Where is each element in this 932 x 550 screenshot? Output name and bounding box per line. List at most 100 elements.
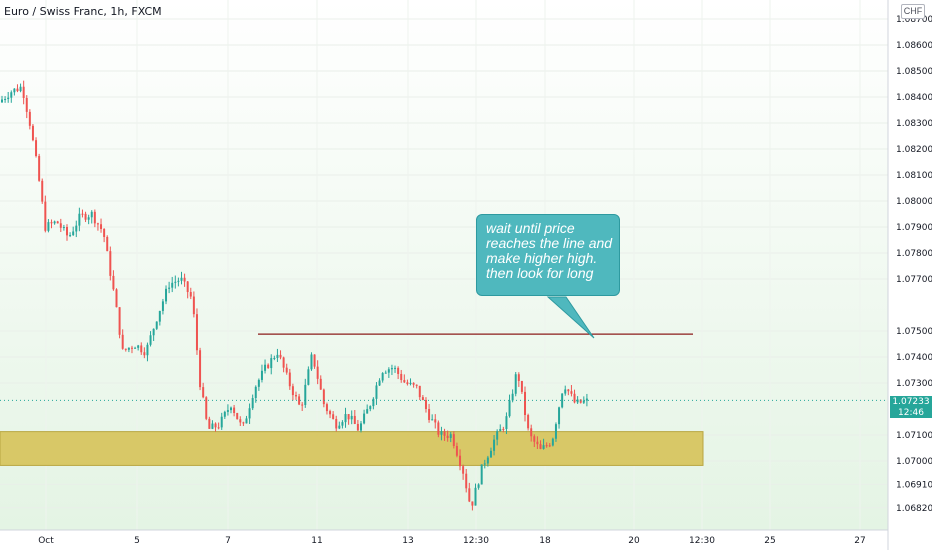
candle-body [183, 277, 186, 282]
candle-body [239, 419, 242, 423]
candle-body [390, 368, 393, 370]
candle-body [372, 398, 375, 407]
candle-body [325, 404, 328, 412]
candle-body [570, 391, 573, 394]
candle-body [28, 111, 31, 126]
candle-body [539, 444, 542, 449]
candle-body [152, 328, 155, 336]
candle-body [165, 288, 168, 302]
candle-body [489, 450, 492, 458]
candle-body [378, 380, 381, 386]
last-price: 1.07233 [892, 397, 930, 407]
candle-body [369, 406, 372, 410]
candle-body [81, 213, 84, 215]
y-tick-label: 1.07100 [896, 431, 932, 441]
candle-body [536, 441, 539, 445]
candle-body [356, 423, 359, 431]
candle-body [310, 354, 313, 370]
candle-body [350, 415, 353, 420]
candle-body [93, 211, 96, 224]
candle-body [7, 97, 10, 99]
candle-body [517, 374, 520, 381]
candle-body [260, 370, 263, 380]
candle-body [412, 382, 415, 385]
candle-body [230, 407, 233, 411]
candle-body [508, 400, 511, 417]
candle-body [233, 407, 236, 414]
candle-body [499, 428, 502, 432]
candle-body [121, 334, 124, 349]
y-tick-label: 1.07300 [896, 379, 932, 389]
candle-body [304, 384, 307, 405]
candle-body [25, 97, 28, 112]
candle-body [375, 385, 378, 399]
demand-zone[interactable] [0, 431, 704, 466]
x-tick-label: 7 [225, 536, 231, 546]
candle-body [471, 501, 474, 506]
candle-body [406, 382, 409, 385]
x-tick-label: 20 [628, 536, 640, 546]
candle-body [38, 156, 41, 181]
candle-body [44, 201, 47, 231]
candle-body [387, 369, 390, 373]
candle-body [168, 287, 171, 289]
candle-body [96, 223, 99, 225]
candle-body [524, 391, 527, 416]
candle-body [100, 224, 103, 229]
candle-body [202, 387, 205, 398]
candle-body [285, 367, 288, 373]
candle-body [41, 180, 44, 202]
candle-body [381, 373, 384, 381]
candle-body [180, 277, 183, 281]
candle-body [486, 457, 489, 464]
candle-body [462, 466, 465, 474]
x-tick-label: 12:30 [689, 536, 715, 546]
candle-body [217, 427, 220, 429]
candle-body [19, 86, 22, 92]
chart-title: Euro / Swiss Franc, 1h, FXCM [4, 5, 162, 18]
callout-pointer [546, 296, 595, 339]
candle-body [483, 463, 486, 465]
candle-body [282, 357, 285, 368]
candle-body [288, 372, 291, 387]
candle-body [502, 428, 505, 430]
candle-body [4, 98, 7, 100]
candle-body [527, 415, 530, 429]
candle-body [245, 418, 248, 424]
candle-body [431, 419, 434, 421]
candle-body [251, 398, 254, 409]
y-tick-label: 1.07900 [896, 223, 932, 233]
candle-body [115, 289, 118, 308]
candle-body [446, 435, 449, 439]
candle-body [449, 434, 452, 439]
time-axis[interactable]: Oct 5 7 11 13 12:30 18 20 12:30 25 27 [38, 536, 866, 546]
candle-body [106, 236, 109, 252]
candle-body [409, 382, 412, 385]
annotation-text: wait until price reaches the line and ma… [486, 220, 613, 281]
candle-body [468, 488, 471, 502]
candle-body [579, 399, 582, 403]
candle-body [143, 352, 146, 356]
y-tick-label: 1.07800 [896, 249, 932, 259]
candle-body [56, 221, 59, 224]
candle-body [205, 397, 208, 419]
y-tick-label: 1.07000 [896, 457, 932, 467]
candle-body [359, 423, 362, 431]
price-axis[interactable]: 1.08700 1.08600 1.08500 1.08400 1.08300 1.082… [896, 15, 932, 514]
candle-body [75, 225, 78, 232]
candle-body [16, 88, 19, 92]
candle-body [384, 372, 387, 374]
candle-body [195, 314, 198, 351]
candle-body [72, 231, 75, 236]
currency-badge[interactable]: CHF [901, 4, 925, 19]
candle-body [455, 445, 458, 456]
candle-body [424, 400, 427, 410]
annotation-callout[interactable]: wait until price reaches the line and ma… [476, 214, 620, 296]
y-tick-label: 1.08200 [896, 145, 932, 155]
candle-body [130, 347, 133, 349]
candle-body [319, 378, 322, 390]
y-tick-label: 1.08500 [896, 67, 932, 77]
y-tick-label: 1.07400 [896, 353, 932, 363]
candle-body [459, 455, 462, 467]
